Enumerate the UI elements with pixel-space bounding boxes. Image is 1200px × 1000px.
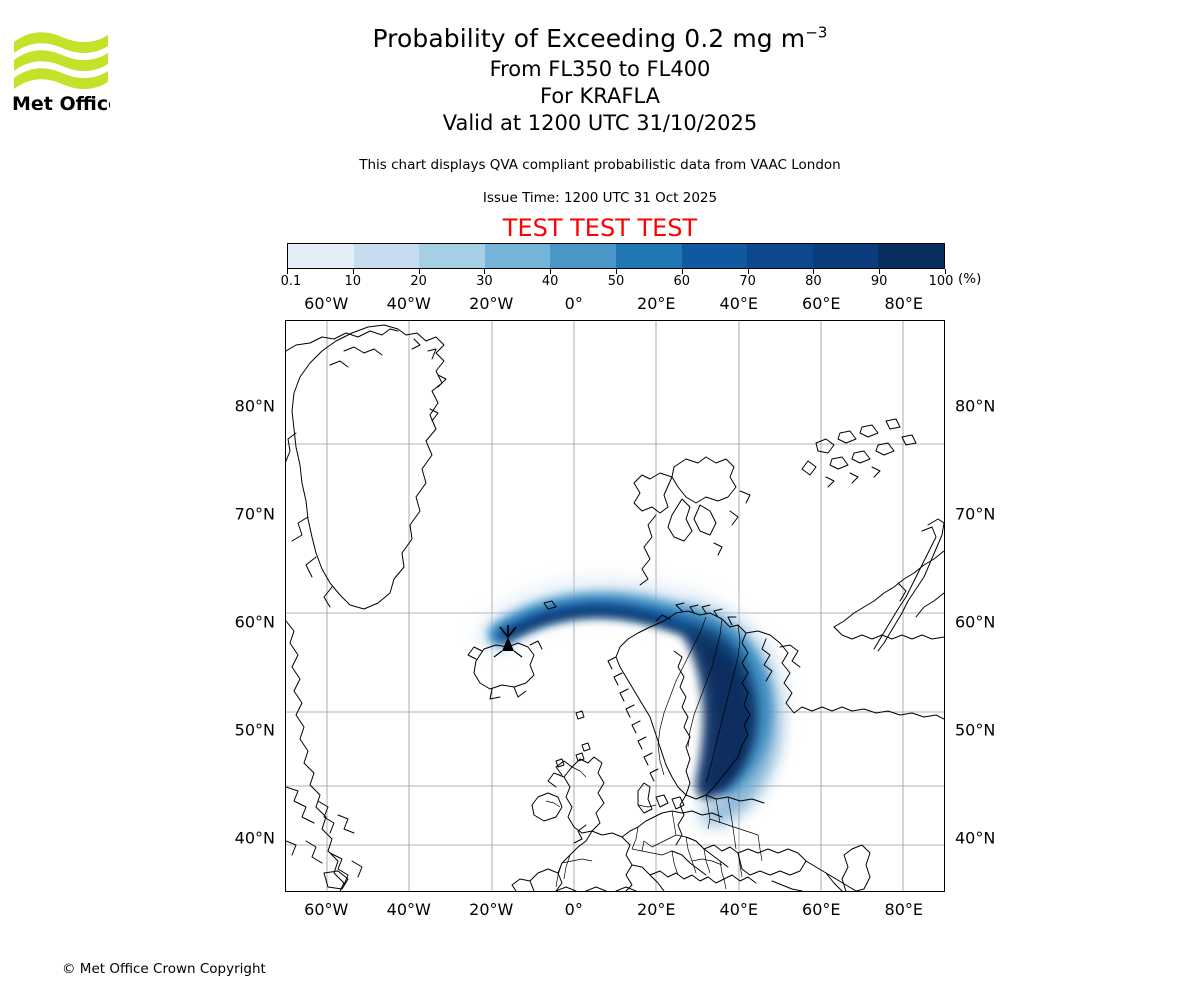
colorbar-tick-label-20: 20 <box>410 274 427 289</box>
lon-label-bottom-40°W: 40°W <box>386 900 431 919</box>
colorbar-tick-10 <box>352 269 354 274</box>
colorbar-tick-40 <box>550 269 552 274</box>
lon-label-top-20°E: 20°E <box>637 294 676 313</box>
lon-label-bottom-80°E: 80°E <box>884 900 923 919</box>
colorbar-band-1 <box>353 244 420 268</box>
lat-label-right-50°N: 50°N <box>955 720 996 740</box>
colorbar-tick-label-40: 40 <box>541 274 559 289</box>
colorbar-band-4 <box>550 244 616 268</box>
chart-main-title-text: Probability of Exceeding 0.2 mg m <box>372 24 806 53</box>
map-coastlines <box>286 324 944 891</box>
colorbar-tick-label-80: 80 <box>805 274 822 289</box>
lat-label-left-50°N: 50°N <box>234 720 275 740</box>
lon-label-bottom-60°W: 60°W <box>304 900 349 919</box>
colorbar-tick-30 <box>484 269 486 274</box>
qva-compliance-note: This chart displays QVA compliant probab… <box>359 157 841 173</box>
lon-label-bottom-20°E: 20°E <box>637 900 676 919</box>
chart-subtitle-valid-time: Valid at 1200 UTC 31/10/2025 <box>442 111 758 135</box>
lat-label-right-80°N: 80°N <box>955 396 996 416</box>
lat-label-left-70°N: 70°N <box>234 504 275 524</box>
colorbar-tick-label-60: 60 <box>673 274 691 289</box>
lat-label-right-40°N: 40°N <box>955 828 996 848</box>
colorbar-band-5 <box>615 244 682 268</box>
copyright-label: © Met Office Crown Copyright <box>62 961 266 977</box>
colorbar-band-2 <box>419 244 485 268</box>
lat-label-left-40°N: 40°N <box>234 828 275 848</box>
lat-label-left-80°N: 80°N <box>234 396 275 416</box>
colorbar-band-3 <box>484 244 551 268</box>
logo-waves <box>14 32 108 90</box>
lon-label-top-60°W: 60°W <box>304 294 349 313</box>
lon-label-bottom-60°E: 60°E <box>802 900 841 919</box>
lon-label-top-40°W: 40°W <box>386 294 431 313</box>
logo-text: Met Office <box>12 93 110 114</box>
colorbar-band-0 <box>288 244 354 268</box>
probability-colorbar: 0.1 10 20 30 40 50 60 70 80 90 100 <box>281 243 953 289</box>
map-country-borders <box>545 616 763 890</box>
colorbar-tick-20 <box>418 269 420 274</box>
lon-label-top-0°: 0° <box>564 294 583 313</box>
ash-probability-plume <box>478 578 787 826</box>
colorbar-bands <box>287 243 945 269</box>
lon-label-bottom-20°W: 20°W <box>469 900 514 919</box>
volcano-source-marker <box>493 625 523 658</box>
colorbar-ticks <box>287 269 946 275</box>
colorbar-tick-labels: 0.1 10 20 30 40 50 60 70 80 90 100 <box>281 274 954 292</box>
colorbar-band-8 <box>812 244 879 268</box>
issue-time-label: Issue Time: 1200 UTC 31 Oct 2025 <box>482 190 718 206</box>
lon-label-top-20°W: 20°W <box>469 294 514 313</box>
lon-label-top-40°E: 40°E <box>719 294 758 313</box>
chart-title-block: Probability of Exceeding 0.2 mg m−3 From… <box>0 22 1200 137</box>
colorbar-tick-label-0.1: 0.1 <box>280 274 302 289</box>
colorbar-band-6 <box>681 244 748 268</box>
colorbar-tick-70 <box>747 269 749 274</box>
colorbar-band-7 <box>747 244 813 268</box>
chart-subtitle-flight-levels: From FL350 to FL400 <box>489 57 711 81</box>
colorbar-tick-80 <box>813 269 815 274</box>
colorbar-tick-label-70: 70 <box>739 274 756 289</box>
colorbar-tick-label-50: 50 <box>607 274 625 289</box>
chart-subtitle-volcano: For KRAFLA <box>540 84 660 108</box>
colorbar-tick-60 <box>681 269 683 274</box>
colorbar-tick-label-10: 10 <box>344 274 362 289</box>
lon-label-bottom-0°: 0° <box>564 900 583 919</box>
colorbar-unit-label: (%) <box>958 271 982 287</box>
colorbar-tick-90 <box>879 269 881 274</box>
lat-label-right-60°N: 60°N <box>955 612 996 632</box>
colorbar-tick-0.1 <box>287 269 288 274</box>
colorbar-tick-label-100: 100 <box>928 274 954 289</box>
lat-label-left-60°N: 60°N <box>234 612 275 632</box>
chart-main-title: Probability of Exceeding 0.2 mg m−3 <box>0 22 1200 56</box>
colorbar-tick-label-30: 30 <box>476 274 493 289</box>
lat-label-right-70°N: 70°N <box>955 504 996 524</box>
colorbar-band-9 <box>878 244 944 268</box>
lon-label-bottom-40°E: 40°E <box>719 900 758 919</box>
map-plot-area <box>285 320 945 892</box>
colorbar-tick-label-90: 90 <box>870 274 888 289</box>
met-office-logo: Met Office <box>12 24 110 114</box>
test-banner: TEST TEST TEST <box>502 214 698 242</box>
colorbar-tick-50 <box>616 269 617 274</box>
lon-label-top-80°E: 80°E <box>884 294 923 313</box>
chart-main-title-exponent: −3 <box>805 23 828 42</box>
colorbar-tick-100 <box>945 269 946 274</box>
lon-label-top-60°E: 60°E <box>802 294 841 313</box>
